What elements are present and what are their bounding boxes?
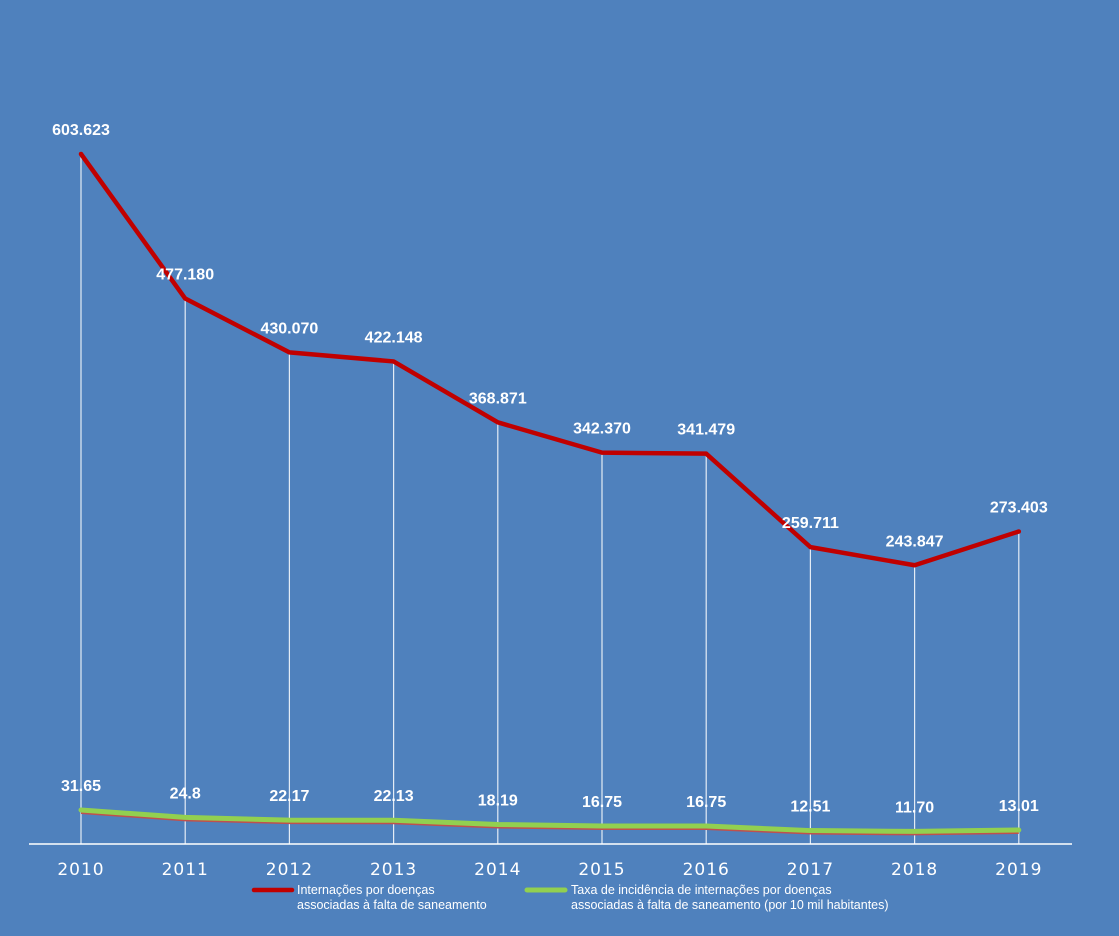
series-2-label-2017: 12.51 (790, 799, 830, 816)
series-2-label-2010: 31.65 (61, 778, 101, 795)
series-2-label-2011: 24.8 (170, 785, 201, 802)
series-1-point-2012 (287, 350, 292, 355)
x-tick-2012: 2012 (266, 860, 313, 880)
series-1-point-2019 (1016, 529, 1021, 534)
data-labels: 603.623 477.180 430.070 422.148 368.871 342.3… (52, 122, 1048, 816)
series-2-point-2014 (495, 822, 500, 827)
series-lines (78, 151, 1022, 836)
series-1-line (78, 151, 1022, 568)
series-2-point-2015 (600, 824, 604, 829)
series-1-label-2018: 243.847 (886, 533, 944, 550)
x-tick-2019: 2019 (995, 860, 1042, 880)
series-2-label-2013: 22.13 (374, 788, 414, 805)
series-2-label-2016: 16.75 (686, 794, 726, 811)
series-1-label-2010: 603.623 (52, 122, 110, 139)
series-2-point-2011 (183, 815, 188, 820)
x-tick-2016: 2016 (683, 860, 730, 880)
legend-label-series-1: associadas à falta de saneamento (297, 898, 487, 912)
series-1-point-2013 (391, 359, 396, 364)
series-1-point-2016 (704, 451, 709, 456)
x-axis-ticks: 2010 2011 2012 2013 2014 2015 2016 2017 2018 2019 (57, 860, 1042, 880)
x-tick-2014: 2014 (474, 860, 521, 880)
series-1-point-2010 (79, 152, 83, 156)
series-2-point-2019 (1016, 828, 1021, 833)
series-2-label-2015: 16.75 (582, 794, 622, 811)
series-1-label-2013: 422.148 (365, 329, 423, 346)
series-1-label-2012: 430.070 (260, 320, 318, 337)
series-2-label-2014: 18.19 (478, 792, 518, 809)
series-2-label-2019: 13.01 (999, 798, 1039, 815)
x-tick-2018: 2018 (891, 860, 938, 880)
x-tick-2015: 2015 (578, 860, 625, 880)
x-tick-2017: 2017 (787, 860, 834, 880)
series-1-label-2017: 259.711 (782, 515, 839, 532)
x-tick-2011: 2011 (162, 860, 209, 880)
series-2-point-2016 (704, 824, 709, 829)
x-tick-2013: 2013 (370, 860, 417, 880)
series-1-point-2015 (600, 450, 604, 455)
series-1-point-2014 (495, 420, 500, 425)
series-2-label-2012: 22.17 (269, 788, 309, 805)
series-1-label-2015: 342.370 (573, 421, 631, 438)
series-2-point-2017 (808, 828, 813, 833)
series-1-point-2018 (912, 563, 917, 568)
series-2-shadow-line (80, 812, 1019, 836)
drop-lines (80, 154, 1020, 844)
x-tick-2010: 2010 (57, 860, 104, 880)
legend-label-series-2: Taxa de incidência de internações por do… (571, 883, 832, 897)
series-2-point-2010 (79, 808, 83, 812)
series-2-line (78, 807, 1022, 834)
series-2-point-2013 (391, 818, 396, 823)
legend-label-series-2: associadas à falta de saneamento (por 10… (571, 898, 889, 912)
series-2-label-2018: 11.70 (895, 799, 934, 816)
series-1-label-2011: 477.180 (156, 267, 214, 284)
legend-label-series-1: Internações por doenças (297, 883, 435, 897)
series-1-label-2014: 368.871 (469, 390, 527, 407)
series-2-point-2012 (287, 818, 292, 823)
series-1-label-2019: 273.403 (990, 499, 1048, 516)
series-1-point-2011 (183, 296, 188, 301)
series-1-label-2016: 341.479 (677, 422, 735, 439)
series-2-point-2018 (912, 829, 917, 834)
series-1-point-2017 (808, 545, 813, 550)
